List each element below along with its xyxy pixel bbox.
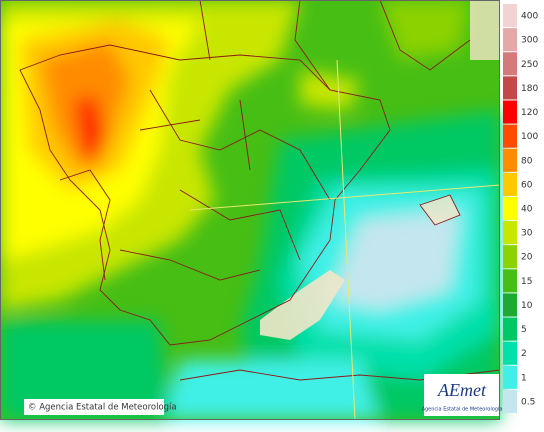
legend-swatch [503,52,517,76]
legend-label: 40 [521,205,533,215]
legend-swatch [503,389,517,413]
logo: AEmet Agencia Estatal de Meteorología [422,374,503,416]
legend-swatch [503,317,517,341]
credit-box: © Agencia Estatal de Meteorología [24,399,177,415]
legend-swatch [503,172,517,196]
legend-swatch [503,100,517,124]
legend-label: 60 [521,180,533,190]
legend-label: 400 [521,12,538,22]
legend-swatch [503,124,517,148]
legend-swatch [503,148,517,172]
legend-swatch [503,221,517,245]
legend-label: 180 [521,84,538,94]
graticule [189,59,501,421]
legend-label: 20 [521,253,533,263]
legend-swatch [503,76,517,100]
credit: © Agencia Estatal de Meteorología [28,403,177,413]
legend-label: 100 [521,132,538,142]
legend-swatch [503,28,517,52]
legend-swatch [503,365,517,389]
legend-label: 1 [521,373,527,383]
legend-label: 15 [521,277,532,287]
legend-label: 250 [521,60,538,70]
legend-label: 0.5 [521,397,535,407]
legend-swatch [503,4,517,28]
borders [19,0,501,381]
precipitation-field [0,0,500,420]
legend-swatch [503,293,517,317]
legend-swatch [503,341,517,365]
legend-label: 2 [521,349,527,359]
logo-subtitle: Agencia Estatal de Meteorología [422,406,503,413]
logo-name: AEmet [437,380,487,400]
legend-label: 80 [521,156,533,166]
map-frame [0,0,500,420]
legend: 400 300 250 180 120 100 80 60 40 30 20 15 10 5 2 1 0.5 [503,4,538,413]
legend-label: 5 [521,325,527,335]
legend-swatch [503,269,517,293]
legend-swatch [503,196,517,221]
legend-swatch [503,245,517,269]
legend-label: 120 [521,108,538,118]
legend-label: 300 [521,36,538,46]
legend-label: 10 [521,301,533,311]
legend-label: 30 [521,229,533,239]
